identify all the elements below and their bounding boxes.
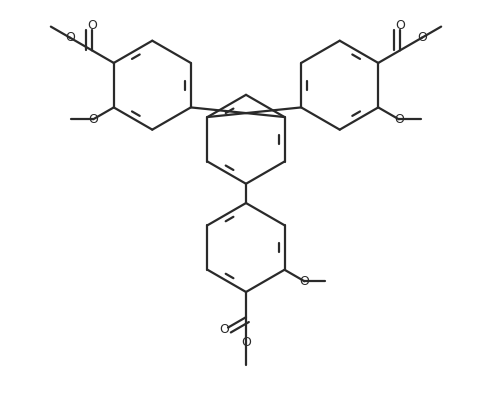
Text: O: O [300,275,309,288]
Text: O: O [395,19,405,32]
Text: O: O [65,31,75,44]
Text: O: O [87,19,97,32]
Text: O: O [241,336,251,349]
Text: O: O [417,31,427,44]
Text: O: O [88,113,98,126]
Text: O: O [219,323,229,336]
Text: O: O [394,113,404,126]
